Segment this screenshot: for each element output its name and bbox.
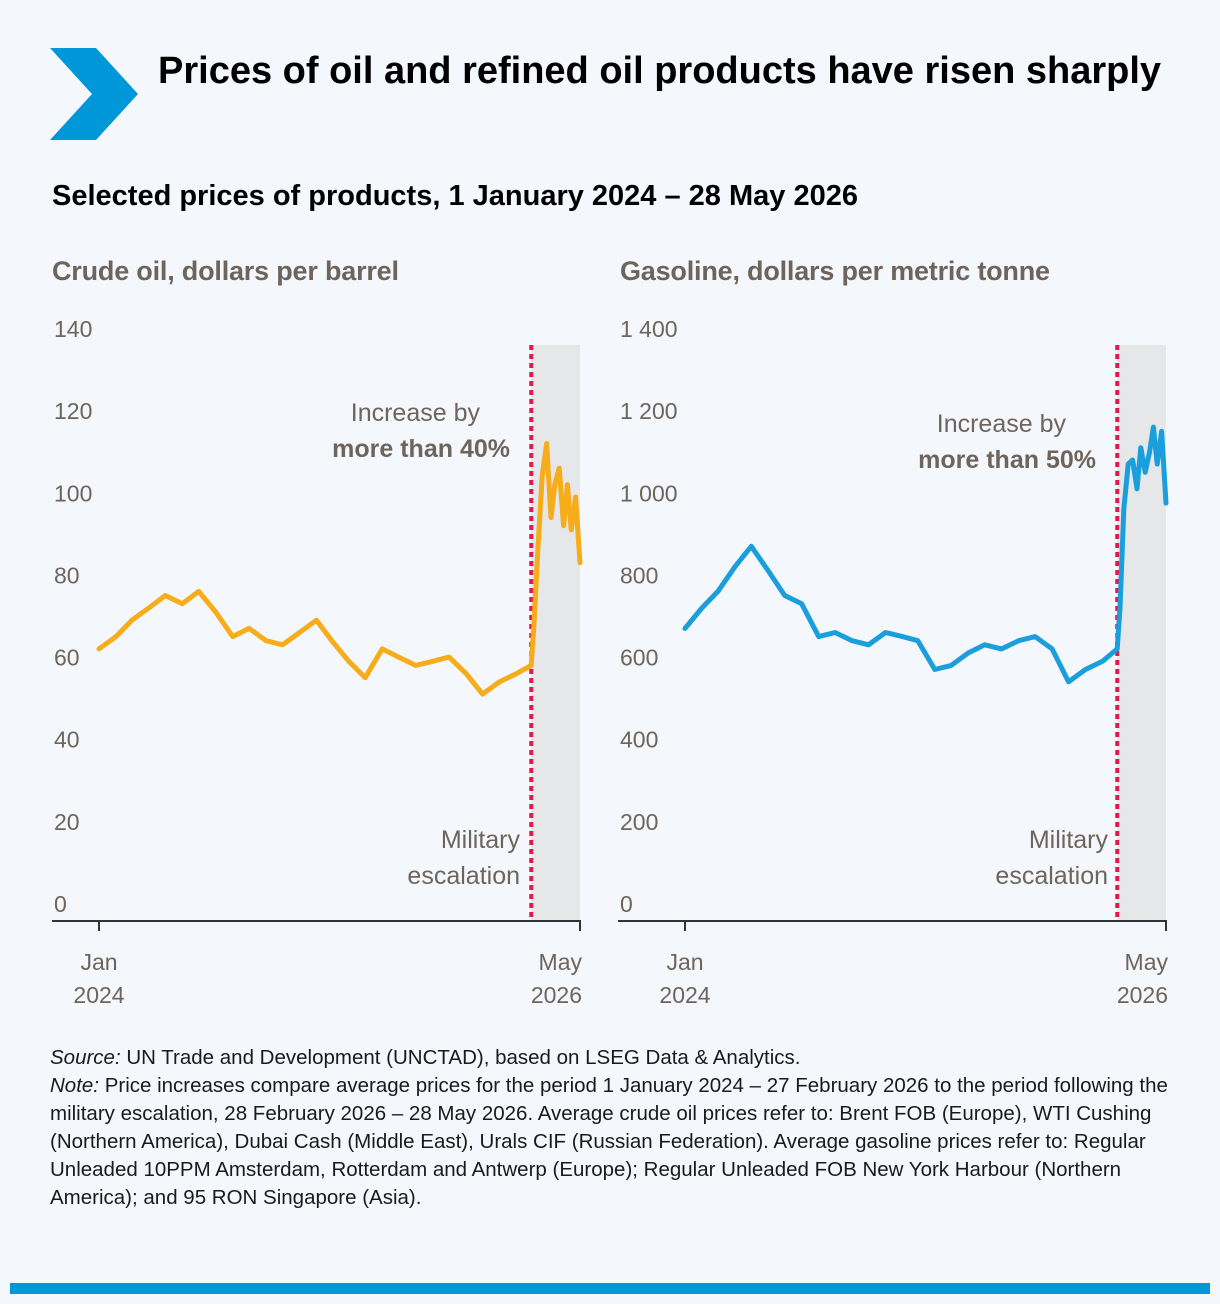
gasoline-annotation-line1: Increase by [937,410,1067,438]
page-title: Prices of oil and refined oil products h… [158,50,1162,92]
gasoline-y-tick-label: 400 [620,727,658,753]
crude-series-line [96,441,583,697]
gasoline-y-tick-label: 600 [620,645,658,671]
crude-y-tick-label: 100 [54,480,92,506]
gasoline-x-tick-year: 2026 [1117,982,1168,1008]
gasoline-x-tick-year: 2024 [659,982,710,1008]
crude-x-tick-year: 2026 [531,982,582,1008]
method-note: Note: Price increases compare average pr… [50,1072,1170,1212]
bottom-accent-bar [10,1283,1210,1294]
source-label: Source: [50,1046,121,1069]
crude-x-tick-month: May [539,949,583,975]
crude-y-tick-label: 120 [54,398,92,424]
source-note: Source: UN Trade and Development (UNCTAD… [50,1044,1170,1072]
page-subtitle: Selected prices of products, 1 January 2… [52,180,858,212]
crude-annotation-line2: more than 40% [332,435,510,463]
crude-event-label-line2: escalation [407,862,520,890]
crude-y-tick-label: 60 [54,645,80,671]
gasoline-chart-title: Gasoline, dollars per metric tonne [620,256,1050,286]
crude-y-tick-label: 0 [54,891,67,917]
gasoline-annotation-line2: more than 50% [918,446,1096,474]
note-label: Note: [50,1074,99,1097]
source-text: UN Trade and Development (UNCTAD), based… [120,1046,801,1069]
crude-post-event-shade [531,345,580,920]
footnotes: Source: UN Trade and Development (UNCTAD… [50,1044,1170,1212]
gasoline-y-tick-label: 1 000 [620,480,678,506]
crude-y-tick-label: 20 [54,809,80,835]
gasoline-post-event-shade [1117,345,1166,920]
crude-annotation-line1: Increase by [351,399,481,427]
gasoline-y-tick-label: 1 400 [620,316,678,342]
gasoline-y-tick-label: 0 [620,891,633,917]
note-text: Price increases compare average prices f… [50,1074,1168,1209]
crude-x-tick-month: Jan [80,949,117,975]
chevron-icon [50,48,138,140]
crude-y-tick-label: 40 [54,727,80,753]
crude-event-label-line1: Military [441,826,521,854]
crude-chart-title: Crude oil, dollars per barrel [52,256,399,286]
gasoline-y-tick-label: 200 [620,809,658,835]
crude-x-tick-year: 2024 [73,982,124,1008]
gasoline-x-tick-month: May [1125,949,1169,975]
gasoline-series-line [682,424,1169,685]
charts-canvas: 0 20 40 60 80 100 120 140 Jan 2024 May 2026 Military… [52,316,1169,1008]
gasoline-y-tick-label: 1 200 [620,398,678,424]
crude-y-tick-label: 140 [54,316,92,342]
gasoline-event-label-line2: escalation [995,862,1108,890]
crude-y-tick-label: 80 [54,562,80,588]
gasoline-y-tick-label: 800 [620,562,658,588]
gasoline-x-tick-month: Jan [666,949,703,975]
gasoline-event-label-line1: Military [1029,826,1109,854]
